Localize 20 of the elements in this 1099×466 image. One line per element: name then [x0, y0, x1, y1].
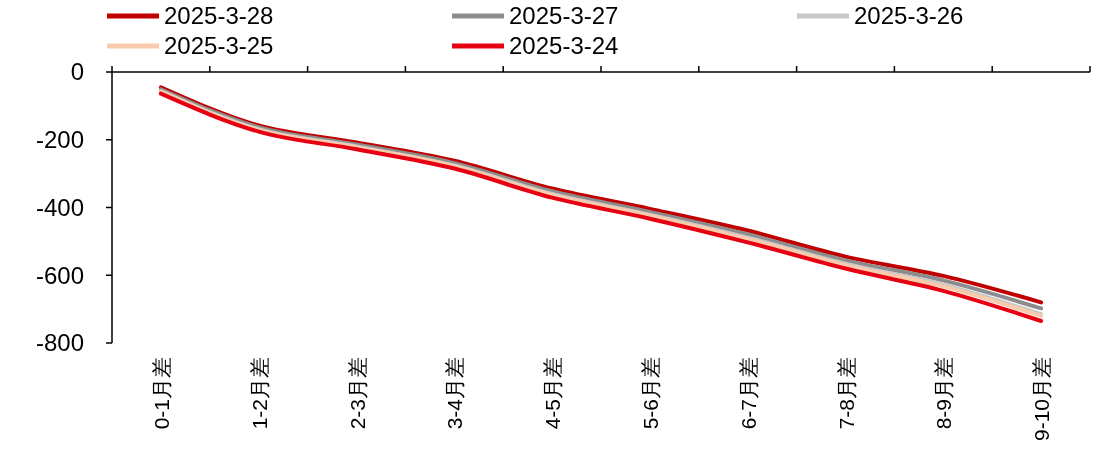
x-tick-label: 7-8月差: [834, 357, 858, 430]
legend-label: 2025-3-28: [164, 2, 274, 30]
x-tick-label: 5-6月差: [638, 357, 662, 430]
legend-label: 2025-3-24: [509, 32, 619, 60]
legend-label: 2025-3-25: [164, 32, 274, 60]
legend-label: 2025-3-27: [509, 2, 619, 30]
x-tick-label: 3-4月差: [443, 357, 467, 430]
x-tick-label: 6-7月差: [736, 357, 760, 430]
legend-label: 2025-3-26: [854, 2, 964, 30]
x-tick-label: 2-3月差: [345, 357, 369, 430]
x-tick-label: 9-10月差: [1030, 357, 1054, 442]
x-tick-label: 0-1月差: [149, 357, 173, 430]
y-tick-label: -400: [35, 193, 84, 221]
y-tick-label: 0: [70, 58, 84, 86]
y-tick-label: -600: [35, 261, 84, 289]
x-tick-label: 8-9月差: [932, 357, 956, 430]
y-tick-label: -200: [35, 126, 84, 154]
x-tick-label: 1-2月差: [247, 357, 271, 430]
y-tick-label: -800: [35, 329, 84, 357]
x-tick-label: 4-5月差: [541, 357, 565, 430]
